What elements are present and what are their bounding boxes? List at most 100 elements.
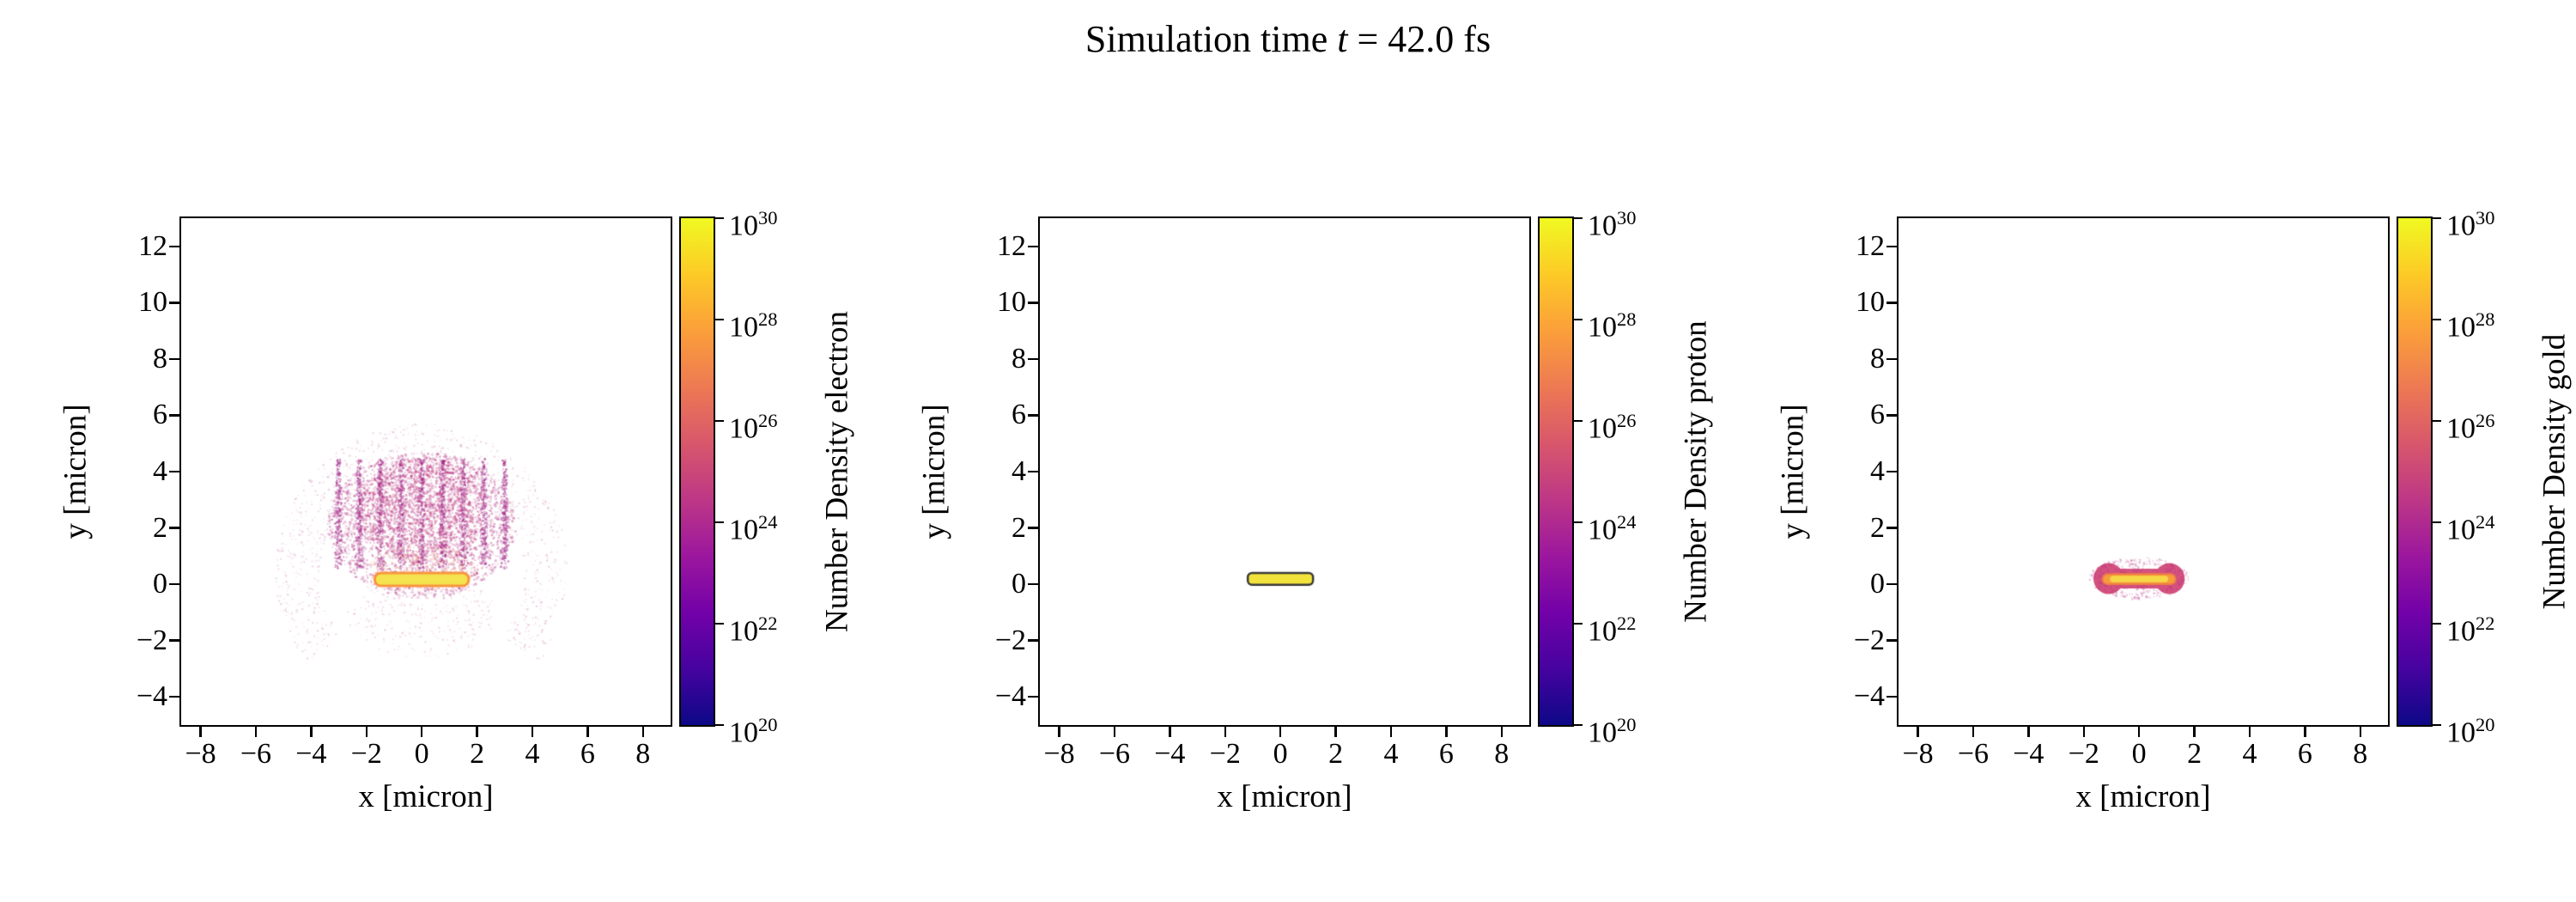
x-tick-mark	[476, 727, 478, 737]
y-tick-mark	[169, 414, 179, 417]
colorbar-tick-mark	[715, 216, 724, 220]
x-tick-mark	[199, 727, 202, 737]
y-tick-label: −2	[1853, 624, 1885, 656]
x-tick-label: 6	[1438, 738, 1454, 770]
y-tick-mark	[1886, 696, 1897, 698]
colorbar-tick-mark	[715, 419, 724, 423]
x-tick-mark	[254, 727, 258, 737]
y-tick-label: 12	[138, 229, 167, 262]
colorbar-tick-mark	[715, 521, 724, 524]
x-tick-label: 0	[414, 738, 429, 770]
x-tick-label: −8	[185, 738, 216, 770]
y-tick-mark	[1886, 582, 1897, 586]
x-tick-label: −6	[240, 738, 272, 770]
x-tick-label: −2	[350, 738, 382, 770]
y-tick-label: −2	[136, 624, 167, 656]
x-tick-label: 2	[470, 738, 485, 770]
x-tick-mark	[1500, 727, 1503, 737]
x-tick-mark	[2193, 727, 2196, 737]
panel-proton: y [micron] 12 10 8 6 4 2 0 −2 −4 −8 −6 −4 −2 0 2 4 6 8 x…	[859, 0, 1717, 902]
x-tick-label: 8	[1494, 738, 1510, 770]
colorbar-gradient	[1538, 216, 1574, 727]
colorbar-tick-label: 1024	[1588, 511, 1637, 546]
colorbar-label: Number Density gold	[2537, 333, 2573, 610]
figure-title: Simulation time t = 42.0 fs	[0, 17, 2576, 61]
x-tick-label: 8	[2353, 738, 2368, 770]
plot-area	[179, 216, 672, 727]
colorbar-tick-label: 1026	[729, 410, 778, 445]
y-tick-label: 4	[153, 455, 167, 487]
y-tick-mark	[169, 302, 179, 304]
x-tick-label: 8	[635, 738, 651, 770]
x-tick-label: −2	[1209, 738, 1241, 770]
y-tick-label: 4	[1870, 455, 1885, 487]
x-tick-mark	[2027, 727, 2030, 737]
x-tick-label: 6	[2297, 738, 2312, 770]
y-tick-mark	[1028, 302, 1038, 304]
y-tick-mark	[1886, 527, 1897, 529]
y-tick-mark	[169, 696, 179, 698]
y-tick-mark	[1886, 639, 1897, 642]
colorbar-tick-label: 1028	[729, 308, 778, 344]
x-tick-label: −4	[1154, 738, 1186, 770]
y-tick-label: 6	[1870, 399, 1885, 431]
y-tick-label: 10	[138, 286, 167, 319]
colorbar-tick-mark	[715, 622, 724, 625]
y-tick-mark	[1028, 470, 1038, 473]
x-tick-mark	[531, 727, 534, 737]
y-tick-mark	[1028, 245, 1038, 247]
colorbar-tick-label: 1024	[729, 511, 778, 546]
colorbar-tick-label: 1020	[2446, 714, 2495, 749]
y-tick-mark	[1886, 470, 1897, 473]
x-tick-label: 6	[580, 738, 595, 770]
x-tick-mark	[365, 727, 368, 737]
colorbar-tick-label: 1022	[1588, 613, 1637, 648]
y-tick-label: 10	[1856, 286, 1885, 319]
colorbar-tick-mark	[2433, 318, 2441, 321]
x-tick-label: 2	[2187, 738, 2202, 770]
x-tick-mark	[1279, 727, 1282, 737]
colorbar-label: Number Density proton	[1678, 320, 1714, 623]
colorbar-gradient	[679, 216, 715, 727]
x-tick-mark	[420, 727, 423, 737]
y-tick-label: −4	[994, 680, 1026, 713]
x-axis-label: x [micron]	[358, 779, 494, 814]
colorbar-tick-mark	[1574, 419, 1583, 423]
y-tick-mark	[1028, 414, 1038, 417]
x-tick-mark	[1917, 727, 1919, 737]
x-tick-label: 4	[525, 738, 540, 770]
x-tick-mark	[2082, 727, 2085, 737]
y-tick-label: 2	[153, 511, 167, 544]
colorbar-tick-label: 1028	[1588, 308, 1637, 344]
x-tick-mark	[1389, 727, 1393, 737]
x-tick-label: 4	[2242, 738, 2257, 770]
y-tick-mark	[1886, 302, 1897, 304]
x-tick-label: −2	[2068, 738, 2099, 770]
y-tick-label: 8	[1012, 342, 1026, 375]
y-tick-mark	[169, 527, 179, 529]
plot-area	[1038, 216, 1531, 727]
x-tick-mark	[1971, 727, 1975, 737]
title-variable: t	[1337, 18, 1348, 60]
y-tick-label: 0	[1870, 568, 1885, 600]
y-tick-mark	[1028, 696, 1038, 698]
colorbar-tick-label: 1022	[729, 613, 778, 648]
panel-electron: y [micron] 12 10 8 6 4 2 0 −2 −4 −8 −6 −4 −2 0 2 4 6 8 x…	[0, 0, 859, 902]
x-tick-mark	[1058, 727, 1060, 737]
density-plot-canvas	[1899, 218, 2388, 725]
y-tick-label: 0	[1012, 568, 1026, 600]
x-tick-label: −8	[1902, 738, 1934, 770]
colorbar-tick-mark	[1574, 216, 1583, 220]
colorbar-tick-mark	[2433, 622, 2441, 625]
plot-area	[1897, 216, 2390, 727]
panel-gold: y [micron] 12 10 8 6 4 2 0 −2 −4 −8 −6 −4 −2 0 2 4 6 8 x…	[1717, 0, 2576, 902]
y-tick-mark	[1028, 639, 1038, 642]
x-tick-mark	[2248, 727, 2251, 737]
x-tick-label: 0	[1273, 738, 1288, 770]
y-tick-mark	[169, 582, 179, 586]
x-tick-mark	[1169, 727, 1171, 737]
colorbar-tick-mark	[2433, 419, 2441, 423]
x-tick-mark	[2359, 727, 2361, 737]
colorbar-tick-mark	[715, 723, 724, 727]
